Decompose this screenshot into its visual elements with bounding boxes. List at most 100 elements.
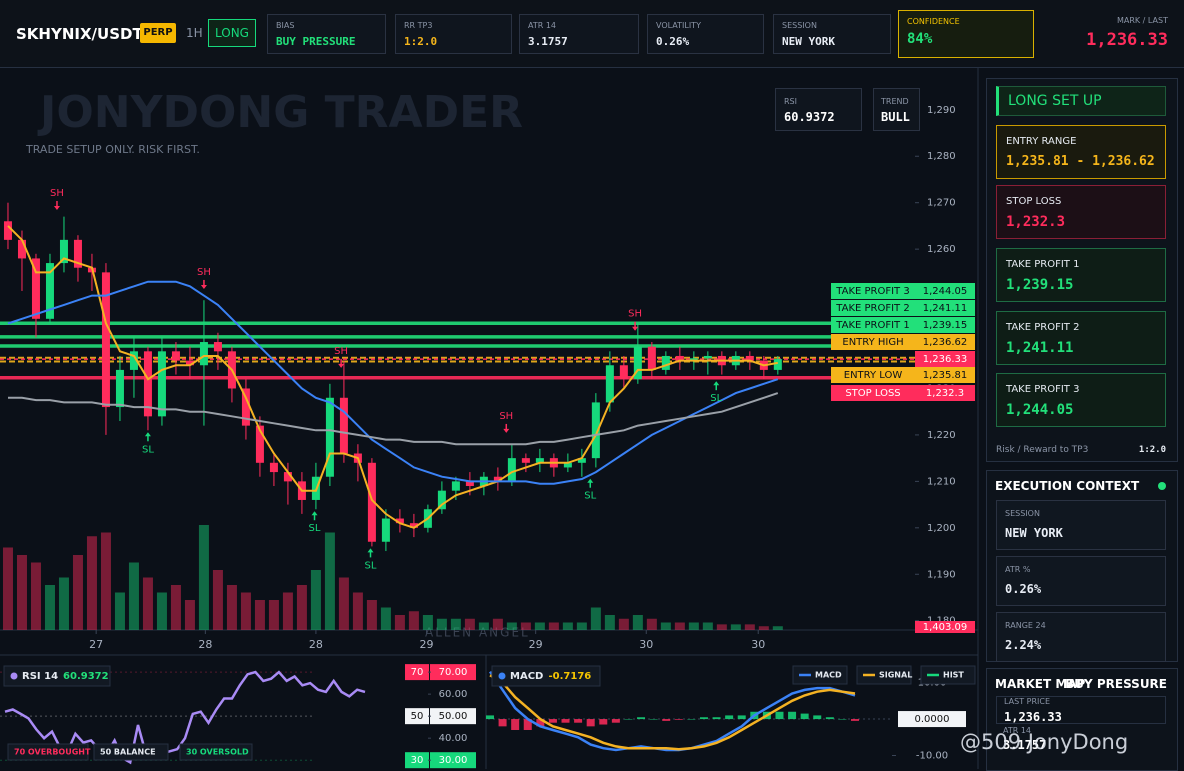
volume-bar <box>72 555 83 630</box>
card-value: BUY PRESSURE <box>276 35 356 48</box>
series-line <box>489 674 856 751</box>
candle-body <box>171 351 180 361</box>
setup-title-box: LONG SET UP <box>996 86 1166 116</box>
candle-body <box>157 351 166 417</box>
legend-box <box>792 665 848 685</box>
map-row: LAST PRICE 1,236.33 <box>996 696 1166 724</box>
volume-bar <box>268 600 279 630</box>
volume-bar <box>548 622 559 630</box>
marker-label: SL <box>142 444 154 455</box>
swing-marker: SL <box>365 548 377 571</box>
y-tick-label: 1,210 <box>927 476 956 487</box>
card: BIAS BUY PRESSURE <box>267 14 386 54</box>
footer-watermark: ALLEN ANGEL <box>425 626 530 640</box>
price-tag-label: 1,239.15 <box>923 320 968 331</box>
hist-bar <box>838 719 847 720</box>
volume-bar <box>576 622 587 630</box>
volume-bar <box>730 624 741 630</box>
candle-body <box>633 346 642 380</box>
x-tick-label: 28 <box>309 638 323 651</box>
hist-bar <box>624 719 633 720</box>
candle-body <box>339 397 348 454</box>
candle-body <box>255 425 264 463</box>
legend-chip-label: 30 OVERSOLD <box>186 748 249 757</box>
card-value: NEW YORK <box>782 35 835 48</box>
direction-chip: LONG <box>208 19 256 47</box>
marker-arrow-head <box>632 326 639 331</box>
volume-bar <box>646 618 657 630</box>
volume-bar <box>310 570 321 630</box>
context-value: 2.24% <box>1005 638 1042 652</box>
x-tick-label: 27 <box>89 638 103 651</box>
volume-bar <box>590 607 601 630</box>
volume-tag <box>915 621 975 633</box>
candle-body <box>437 490 446 510</box>
y-tick-label: 60.00 <box>439 689 468 700</box>
setup-value: 1,235.81 - 1,236.62 <box>1006 154 1155 169</box>
setup-box: ENTRY RANGE 1,235.81 - 1,236.62 <box>996 125 1166 179</box>
swing-marker: SH <box>50 188 64 210</box>
volume-bar <box>394 615 405 630</box>
card: CONFIDENCE 84% <box>898 10 1034 58</box>
hist-bar <box>511 719 520 730</box>
volume-bar <box>464 618 475 630</box>
marker-label: SH <box>197 267 211 278</box>
level-tag-label: ENTRY HIGH <box>842 337 903 348</box>
map-label: LAST PRICE <box>1004 697 1051 706</box>
marker-label: SL <box>710 393 722 404</box>
candle-body <box>185 360 194 366</box>
x-tick-label: 29 <box>419 638 433 651</box>
y-tick-label: 1,280 <box>927 151 956 162</box>
volume-bar <box>492 618 503 630</box>
volume-bar <box>58 577 69 630</box>
candle-body <box>17 239 26 259</box>
volume-bar <box>30 562 41 630</box>
candle-body <box>493 476 502 482</box>
volume-bar <box>632 615 643 630</box>
volume-bar <box>506 622 517 630</box>
x-tick-label: 30 <box>751 638 765 651</box>
title-box <box>3 665 111 687</box>
level-tag <box>831 300 915 316</box>
hist-bar <box>536 719 545 727</box>
level-tag-label: STOP LOSS <box>845 388 900 399</box>
y-tick-label: 1,260 <box>927 244 956 255</box>
credit-watermark: @509 JonyDong <box>960 730 1129 754</box>
y-tick-label: 50.00 <box>439 711 468 722</box>
context-card: RANGE 24 2.24% <box>996 612 1166 662</box>
context-label: ATR % <box>1005 565 1031 574</box>
price-tag <box>915 317 975 333</box>
volume-tag-label: 1,403.09 <box>923 622 968 633</box>
hist-bar <box>649 719 658 720</box>
hist-bar <box>523 719 532 730</box>
setup-value: 1,244.05 <box>1006 402 1074 418</box>
candle-body <box>115 369 124 408</box>
legend-label: SIGNAL <box>879 671 912 680</box>
title-dot <box>10 672 18 680</box>
market-chip: PERP <box>140 23 176 43</box>
x-tick-label: 28 <box>198 638 212 651</box>
candle-body <box>661 355 670 370</box>
swing-marker: SH <box>499 411 513 433</box>
legend-chip <box>179 743 253 761</box>
context-card: SESSION NEW YORK <box>996 500 1166 550</box>
card-value: 1:2.0 <box>404 35 438 48</box>
volume-bar <box>758 626 769 630</box>
marker-label: SL <box>365 560 377 571</box>
price-tag-label: 1,244.05 <box>923 286 968 297</box>
info-label: TREND <box>881 97 909 106</box>
level-tag-label: TAKE PROFIT 3 <box>835 286 909 297</box>
hist-bar <box>699 717 708 720</box>
price-tag-label: 1,232.3 <box>926 388 964 399</box>
setup-box: TAKE PROFIT 2 1,241.11 <box>996 311 1166 365</box>
hist-bar <box>687 719 696 720</box>
price-tag <box>915 283 975 299</box>
volume-bar <box>198 525 209 630</box>
level-chip-label: 50 <box>411 711 424 722</box>
volume-bar <box>2 547 13 630</box>
candle-body <box>73 239 82 268</box>
price-tag <box>915 334 975 350</box>
candle-body <box>241 388 250 426</box>
y-tick-label: -10.00 <box>916 751 948 762</box>
